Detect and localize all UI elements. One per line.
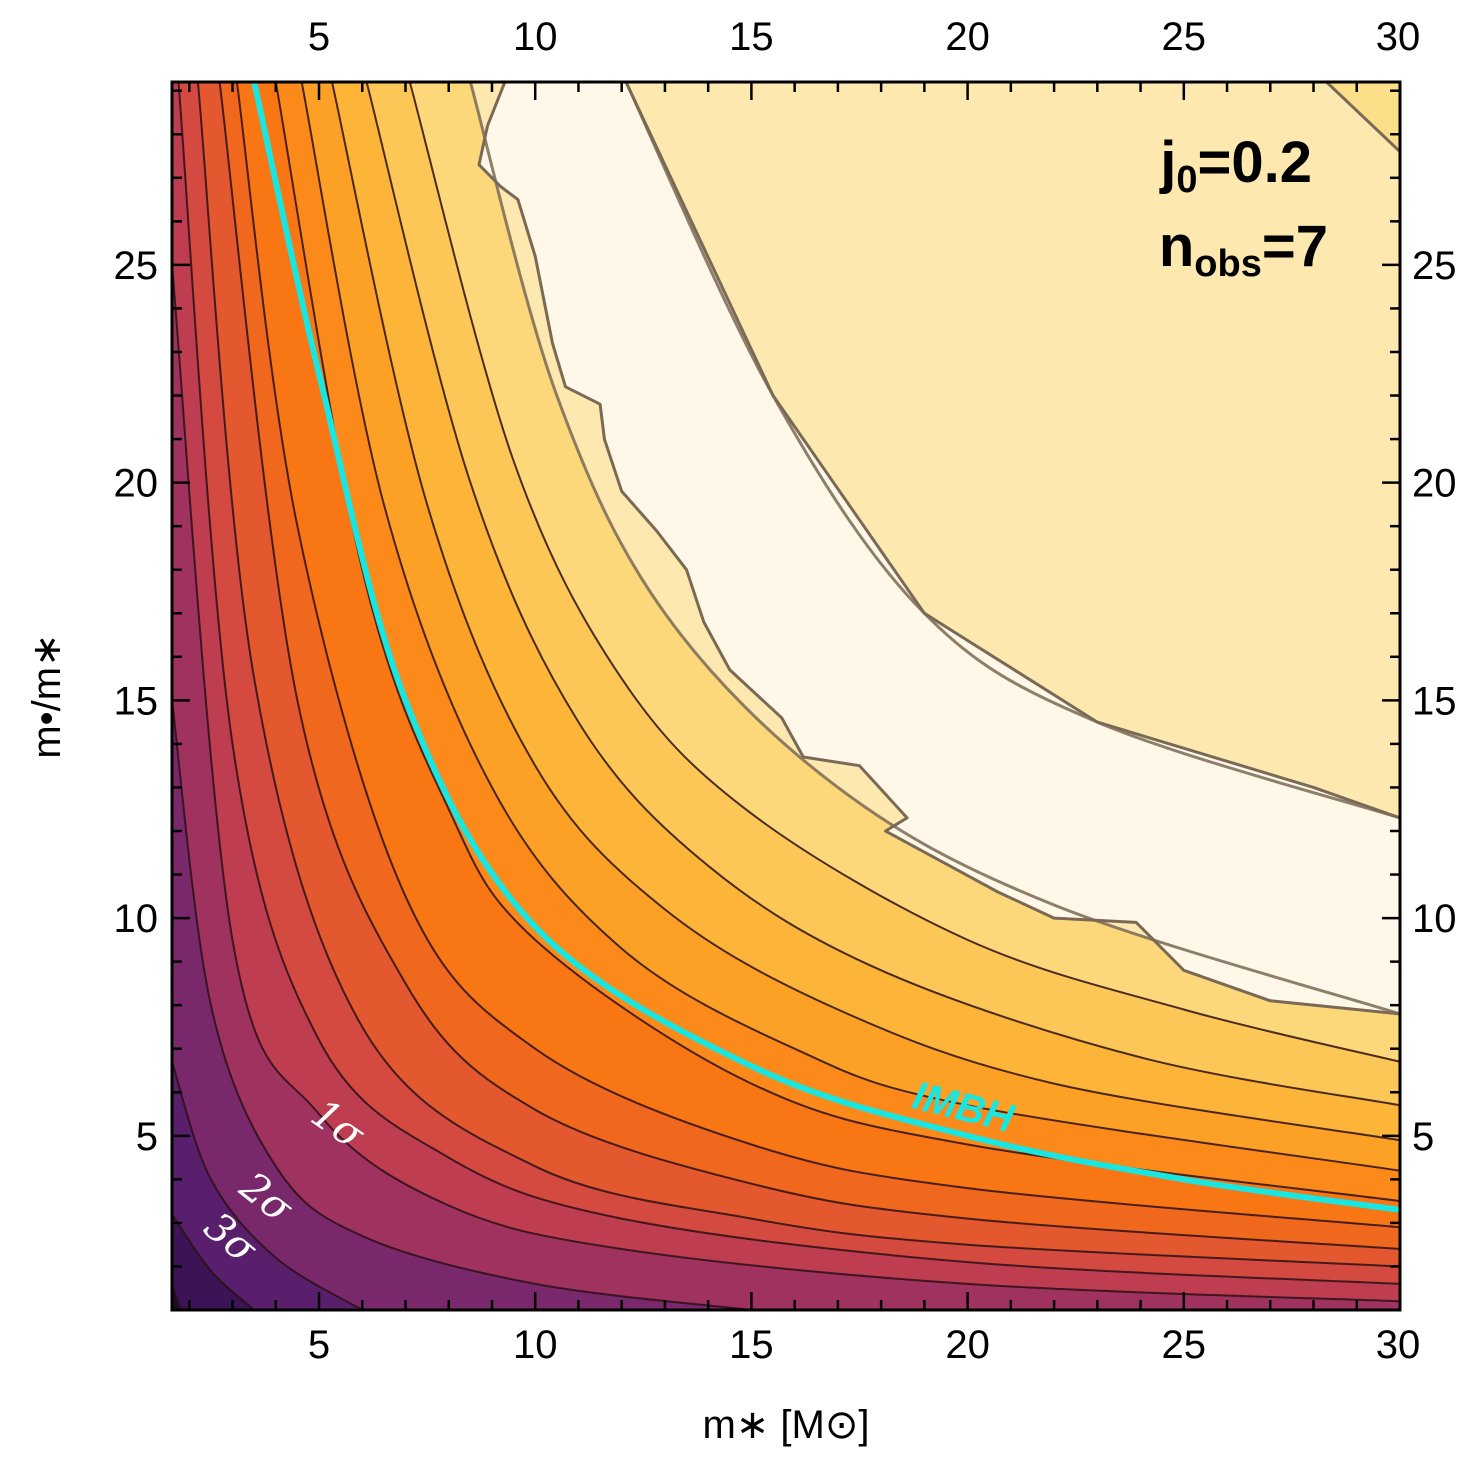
x-tick-label-top: 30 xyxy=(1376,15,1421,59)
nobs-base: n xyxy=(1159,214,1194,279)
nobs-value: =7 xyxy=(1262,214,1328,279)
x-tick-label-bottom: 15 xyxy=(729,1323,774,1367)
contour-line xyxy=(172,1213,255,1310)
nobs-annotation: nobs=7 xyxy=(1159,214,1328,285)
y-tick-label-right: 5 xyxy=(1412,1115,1434,1159)
y-tick-label-left: 15 xyxy=(114,679,159,723)
contour-line xyxy=(408,82,1400,1063)
contour-band xyxy=(172,1061,363,1310)
y-tick-labels-left: 5 10 15 20 25 xyxy=(114,244,159,1159)
imbh-curve-group xyxy=(251,82,1400,1213)
nobs-subscript: obs xyxy=(1194,243,1262,285)
y-tick-label-right: 15 xyxy=(1412,679,1457,723)
y-tick-label-right: 10 xyxy=(1412,897,1457,941)
contour-line xyxy=(624,82,1400,820)
contour-line xyxy=(331,82,1400,1142)
x-tick-label-top: 20 xyxy=(945,15,990,59)
j0-base: j xyxy=(1159,130,1176,195)
contour-line xyxy=(218,82,1400,1250)
y-axis-title: m•/m∗ xyxy=(25,633,69,758)
contour-band xyxy=(172,82,1400,1310)
contour-line xyxy=(172,700,752,1310)
x-tick-label-bottom: 30 xyxy=(1376,1323,1421,1367)
x-tick-labels-bottom: 5 10 15 20 25 30 xyxy=(308,1323,1420,1367)
x-axis-title: m∗ [M⊙] xyxy=(702,1403,869,1447)
contour-line xyxy=(172,264,1400,1303)
x-tick-label-bottom: 5 xyxy=(308,1323,330,1367)
x-tick-label-top: 15 xyxy=(729,15,774,59)
y-tick-label-left: 5 xyxy=(136,1115,158,1159)
x-tick-label-bottom: 25 xyxy=(1162,1323,1207,1367)
x-tick-label-top: 5 xyxy=(308,15,330,59)
contour-line xyxy=(235,82,1400,1229)
plot-frame xyxy=(170,80,1402,1312)
j0-value: =0.2 xyxy=(1198,130,1313,195)
y-tick-label-left: 20 xyxy=(114,462,159,506)
corner-band xyxy=(1326,82,1400,152)
contour-line xyxy=(300,82,1400,1172)
corner-contour-line xyxy=(1325,82,1400,153)
contour-band xyxy=(172,1214,255,1310)
x-tick-labels-top: 5 10 15 20 25 30 xyxy=(308,15,1420,59)
contour-bands xyxy=(172,82,1400,1310)
x-tick-label-top: 25 xyxy=(1162,15,1207,59)
x-tick-label-bottom: 20 xyxy=(945,1323,990,1367)
contour-line xyxy=(468,82,1400,1016)
contour-line xyxy=(365,82,1400,1107)
lightest-region xyxy=(477,82,1400,1016)
contour-line xyxy=(172,1061,363,1310)
axis-ticks xyxy=(172,82,1402,1312)
j0-subscript: 0 xyxy=(1176,159,1197,201)
contour-line xyxy=(177,82,1400,1285)
y-tick-labels-right: 5 10 15 20 25 xyxy=(1412,244,1457,1159)
j0-annotation: j0=0.2 xyxy=(1159,130,1312,201)
contour-line xyxy=(196,82,1400,1268)
y-tick-label-left: 10 xyxy=(114,897,159,941)
y-tick-label-left: 25 xyxy=(114,244,159,288)
y-tick-label-right: 25 xyxy=(1412,244,1457,288)
imbh-curve xyxy=(251,82,1400,1213)
y-tick-label-right: 20 xyxy=(1412,462,1457,506)
x-tick-label-top: 10 xyxy=(513,15,558,59)
x-tick-label-bottom: 10 xyxy=(513,1323,558,1367)
